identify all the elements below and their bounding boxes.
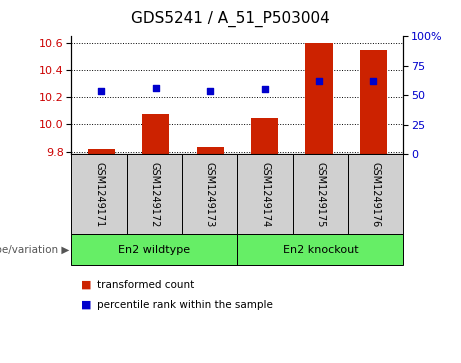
Point: [152, 85, 160, 91]
Text: GDS5241 / A_51_P503004: GDS5241 / A_51_P503004: [131, 11, 330, 27]
Text: percentile rank within the sample: percentile rank within the sample: [97, 300, 273, 310]
Point: [261, 86, 268, 92]
Bar: [142, 114, 169, 154]
Text: GSM1249172: GSM1249172: [149, 162, 160, 227]
Point: [98, 88, 105, 94]
Bar: [360, 50, 387, 154]
Text: GSM1249174: GSM1249174: [260, 162, 270, 227]
Text: GSM1249176: GSM1249176: [371, 162, 381, 227]
Bar: [196, 147, 224, 154]
Point: [370, 78, 377, 84]
Bar: [88, 149, 115, 154]
Text: En2 knockout: En2 knockout: [283, 245, 358, 254]
Text: ■: ■: [81, 280, 91, 290]
Text: transformed count: transformed count: [97, 280, 194, 290]
Text: En2 wildtype: En2 wildtype: [118, 245, 190, 254]
Point: [207, 88, 214, 94]
Point: [315, 78, 323, 84]
Bar: [306, 43, 333, 154]
Text: genotype/variation ▶: genotype/variation ▶: [0, 245, 69, 254]
Bar: [251, 118, 278, 154]
Text: ■: ■: [81, 300, 91, 310]
Text: GSM1249173: GSM1249173: [205, 162, 215, 227]
Text: GSM1249171: GSM1249171: [94, 162, 104, 227]
Text: GSM1249175: GSM1249175: [315, 162, 325, 227]
